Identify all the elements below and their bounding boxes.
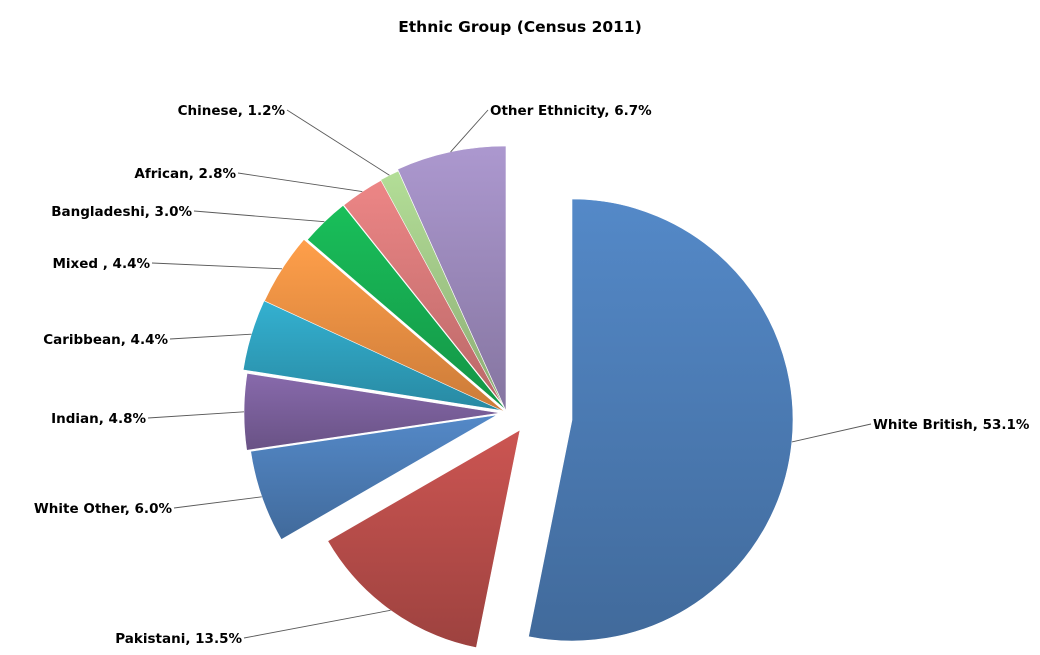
pie-slice-2 (327, 429, 521, 649)
leader-line-slice-3 (173, 496, 262, 509)
pie-slice-3 (250, 414, 498, 540)
leader-line-slice-9 (286, 109, 390, 176)
leader-line-slice-5 (169, 333, 252, 340)
leader-line-slice-2 (243, 609, 391, 639)
data-label-slice-1: White British, 53.1% (873, 417, 1030, 433)
data-label-slice-6: Mixed , 4.4% (52, 256, 150, 272)
data-label-slice-2: Pakistani, 13.5% (115, 631, 242, 647)
leader-line-slice-4 (147, 411, 245, 419)
leader-line-slice-7 (193, 210, 325, 223)
data-label-slice-7: Bangladeshi, 3.0% (51, 204, 192, 220)
pie-slice-1 (528, 198, 794, 642)
leader-line-slice-6 (151, 262, 283, 270)
pie-slice-4 (243, 372, 501, 451)
chart-title: Ethnic Group (Census 2011) (398, 18, 642, 36)
leader-line-slice-1 (791, 423, 872, 443)
data-label-slice-3: White Other, 6.0% (34, 501, 173, 517)
data-label-slice-4: Indian, 4.8% (51, 411, 146, 427)
data-label-slice-9: Chinese, 1.2% (178, 103, 286, 119)
pie-slice-7 (306, 204, 508, 412)
leader-line-slice-10 (450, 109, 489, 153)
data-label-slice-5: Caribbean, 4.4% (43, 332, 168, 348)
leader-line-slice-8 (237, 172, 363, 193)
data-label-slice-8: African, 2.8% (134, 166, 236, 182)
pie-slice-6 (263, 239, 506, 413)
pie-slice-10 (397, 145, 507, 412)
data-label-slice-10: Other Ethnicity, 6.7% (490, 103, 652, 119)
